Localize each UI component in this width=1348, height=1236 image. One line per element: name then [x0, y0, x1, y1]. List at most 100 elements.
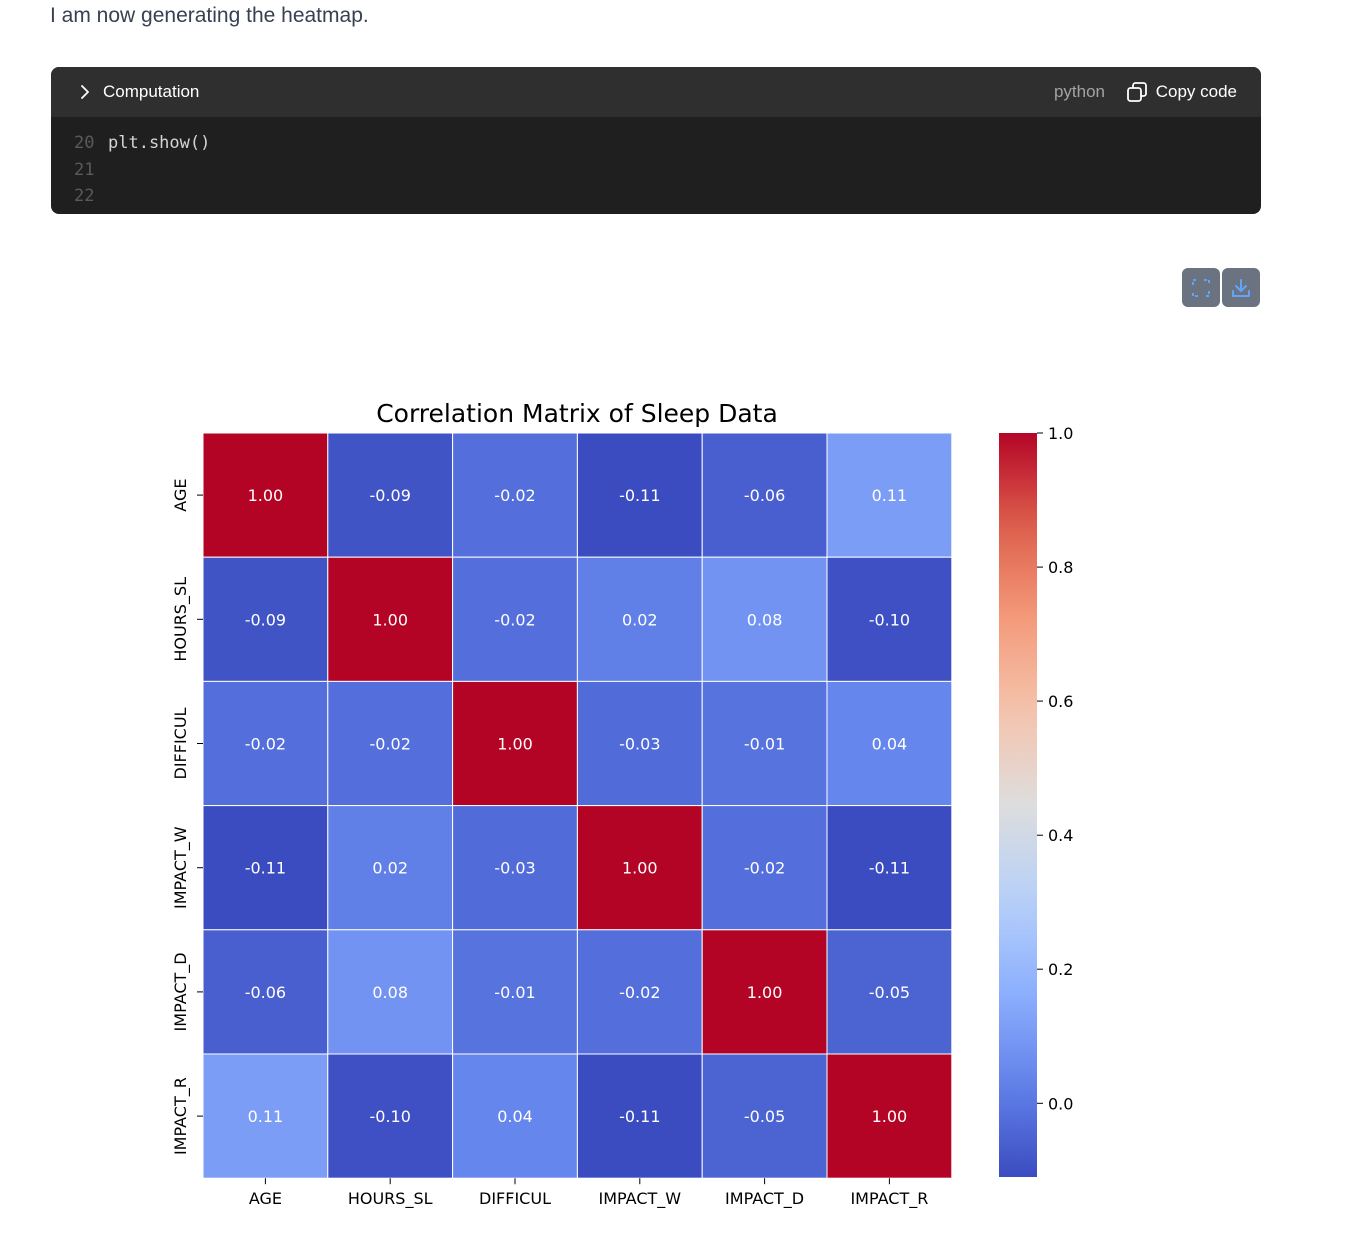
cell-annotation: -0.02	[245, 735, 286, 754]
code-text: plt.show()	[108, 133, 211, 153]
cell-annotation: -0.05	[869, 983, 910, 1002]
y-tick-label: AGE	[171, 479, 190, 512]
x-tick-label: IMPACT_R	[850, 1189, 928, 1209]
y-tick-label: IMPACT_W	[171, 826, 191, 909]
heatmap-cell	[701, 432, 828, 558]
cell-annotation: 1.00	[497, 735, 533, 754]
colorbar-tick-label: 0.4	[1048, 826, 1073, 845]
language-label: python	[1053, 82, 1105, 101]
heatmap-cell	[826, 556, 953, 682]
cell-annotation: -0.10	[369, 1107, 410, 1126]
cell-annotation: -0.09	[245, 610, 286, 629]
download-icon	[1232, 278, 1250, 297]
cell-annotation: 1.00	[372, 610, 408, 629]
cell-annotation: 0.02	[372, 859, 408, 878]
code-line: 20 plt.show()	[74, 130, 1261, 157]
heatmap-cell	[826, 1053, 953, 1179]
heatmap-cell	[327, 1053, 454, 1179]
heatmap-cell	[452, 805, 578, 931]
cell-annotation: 0.11	[872, 486, 908, 505]
code-line: 21	[74, 157, 1261, 184]
line-number: 21	[74, 159, 95, 180]
cell-annotation: 0.08	[747, 610, 783, 629]
cell-annotation: 1.00	[248, 486, 284, 505]
colorbar-tick-label: 0.2	[1048, 960, 1073, 979]
code-block: Computation python Copy code 20 plt.show…	[51, 67, 1261, 214]
cell-annotation: -0.10	[869, 610, 910, 629]
code-body: 20 plt.show() 21 22	[51, 117, 1261, 210]
cell-annotation: 0.04	[872, 735, 908, 754]
cell-annotation: -0.05	[744, 1107, 785, 1126]
heatmap-cell	[452, 432, 578, 558]
heatmap-cell	[202, 805, 329, 931]
copy-code-label: Copy code	[1155, 82, 1237, 101]
code-block-header: Computation python Copy code	[51, 67, 1261, 117]
cell-annotation: -0.03	[494, 859, 535, 878]
heatmap-cell	[452, 556, 578, 682]
heatmap-cell	[701, 556, 828, 682]
cell-annotation: 0.02	[622, 610, 658, 629]
cell-annotation: -0.02	[744, 859, 785, 878]
x-tick-label: IMPACT_W	[599, 1189, 682, 1209]
line-number: 20	[74, 133, 95, 153]
expand-icon	[1192, 278, 1210, 297]
heatmap-cell	[202, 556, 329, 682]
cell-annotation: 0.08	[372, 983, 408, 1002]
copy-icon	[1126, 82, 1147, 102]
heatmap-cell	[452, 929, 578, 1055]
heatmap-cell	[701, 680, 828, 807]
y-tick-label: IMPACT_R	[171, 1077, 191, 1155]
heatmap-cell	[576, 805, 703, 931]
heatmap-cell	[701, 929, 828, 1055]
cell-annotation: -0.02	[494, 610, 535, 629]
cell-annotation: 0.04	[497, 1107, 533, 1126]
cell-annotation: -0.09	[369, 486, 410, 505]
cell-annotation: 1.00	[747, 983, 783, 1002]
cell-annotation: -0.06	[744, 486, 785, 505]
colorbar	[999, 433, 1037, 1177]
cell-annotation: -0.02	[369, 735, 410, 754]
cell-annotation: 0.11	[248, 1107, 284, 1126]
heatmap-cell	[327, 805, 454, 931]
colorbar-tick-label: 0.8	[1048, 558, 1073, 577]
computation-toggle[interactable]: Computation	[77, 67, 199, 117]
computation-label: Computation	[103, 82, 200, 101]
y-tick-label: DIFFICUL	[171, 707, 190, 779]
copy-code-button[interactable]: Copy code	[1126, 67, 1237, 117]
heatmap-cell	[826, 432, 953, 558]
cell-annotation: -0.03	[619, 735, 660, 754]
cell-annotation: -0.02	[494, 486, 535, 505]
download-image-button[interactable]	[1222, 268, 1260, 307]
x-tick-label: DIFFICUL	[479, 1189, 551, 1208]
heatmap-cell	[327, 556, 454, 682]
cell-annotation: -0.01	[744, 735, 785, 754]
cell-annotation: -0.11	[245, 859, 286, 878]
expand-image-button[interactable]	[1182, 268, 1220, 307]
y-tick-label: IMPACT_D	[171, 952, 191, 1031]
cell-annotation: -0.01	[494, 983, 535, 1002]
heatmap-cell	[826, 929, 953, 1055]
heatmap-cell	[576, 680, 703, 807]
cell-annotation: -0.11	[619, 1107, 660, 1126]
colorbar-tick-label: 0.0	[1048, 1094, 1073, 1113]
heatmap-cell	[202, 432, 329, 558]
heatmap-cell	[826, 680, 953, 807]
cell-annotation: 1.00	[872, 1107, 908, 1126]
code-line: 22	[74, 183, 1261, 210]
line-number: 22	[74, 186, 95, 206]
cell-annotation: -0.11	[619, 486, 660, 505]
colorbar-tick-label: 1.0	[1048, 424, 1073, 443]
cell-annotation: 1.00	[622, 859, 658, 878]
cell-annotation: -0.11	[869, 859, 910, 878]
x-tick-label: HOURS_SL	[348, 1189, 433, 1209]
cell-annotation: -0.02	[619, 983, 660, 1002]
colorbar-tick-label: 0.6	[1048, 692, 1073, 711]
x-tick-label: IMPACT_D	[725, 1189, 804, 1209]
x-tick-label: AGE	[249, 1189, 282, 1208]
assistant-message: I am now generating the heatmap.	[50, 4, 369, 27]
heatmap-cell	[576, 432, 703, 558]
y-tick-label: HOURS_SL	[171, 577, 191, 662]
cell-annotation: -0.06	[245, 983, 286, 1002]
heatmap-cell	[327, 929, 454, 1055]
